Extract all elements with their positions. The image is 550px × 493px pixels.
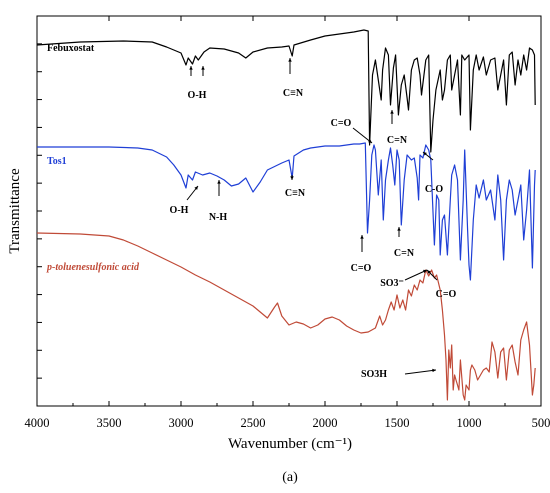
label-cn-mid: C=N <box>387 135 408 146</box>
x-axis-title: Wavenumber (cm⁻¹) <box>228 436 352 452</box>
label-cn-bottom: C=N <box>394 248 415 259</box>
label-cn-tos: C≡N <box>285 188 306 199</box>
label-co-top: C=O <box>331 118 352 129</box>
label-so3h: SO3H <box>361 369 387 380</box>
plot-frame <box>37 16 541 406</box>
label-so3: SO3⁻ <box>380 278 404 289</box>
x-tick-label: 4000 <box>25 416 50 430</box>
x-tick-label: 3000 <box>169 416 194 430</box>
label-cn-feb: C≡N <box>283 88 304 99</box>
x-tick-label: 3500 <box>97 416 122 430</box>
x-tick-label: 2000 <box>313 416 338 430</box>
x-tick-label: 2500 <box>241 416 266 430</box>
x-tick-label: 1500 <box>385 416 410 430</box>
series-label-ptsa: p-toluenesulfonic acid <box>46 262 140 273</box>
label-nh: N-H <box>209 212 228 223</box>
series-label-tos1: Tos1 <box>47 156 67 167</box>
label-co-single: C-O <box>425 184 444 195</box>
label-co-bottom: C=O <box>351 263 372 274</box>
label-co-right: C=O <box>436 289 457 300</box>
series-label-febuxostat: Febuxostat <box>47 43 95 54</box>
x-tick-label: 500 <box>532 416 550 430</box>
label-oh-feb: O-H <box>188 90 207 101</box>
x-tick-label: 1000 <box>457 416 482 430</box>
figure-caption: (a) <box>282 470 298 485</box>
label-oh-tos: O-H <box>170 205 189 216</box>
y-axis-title: Transmittance <box>7 168 23 254</box>
